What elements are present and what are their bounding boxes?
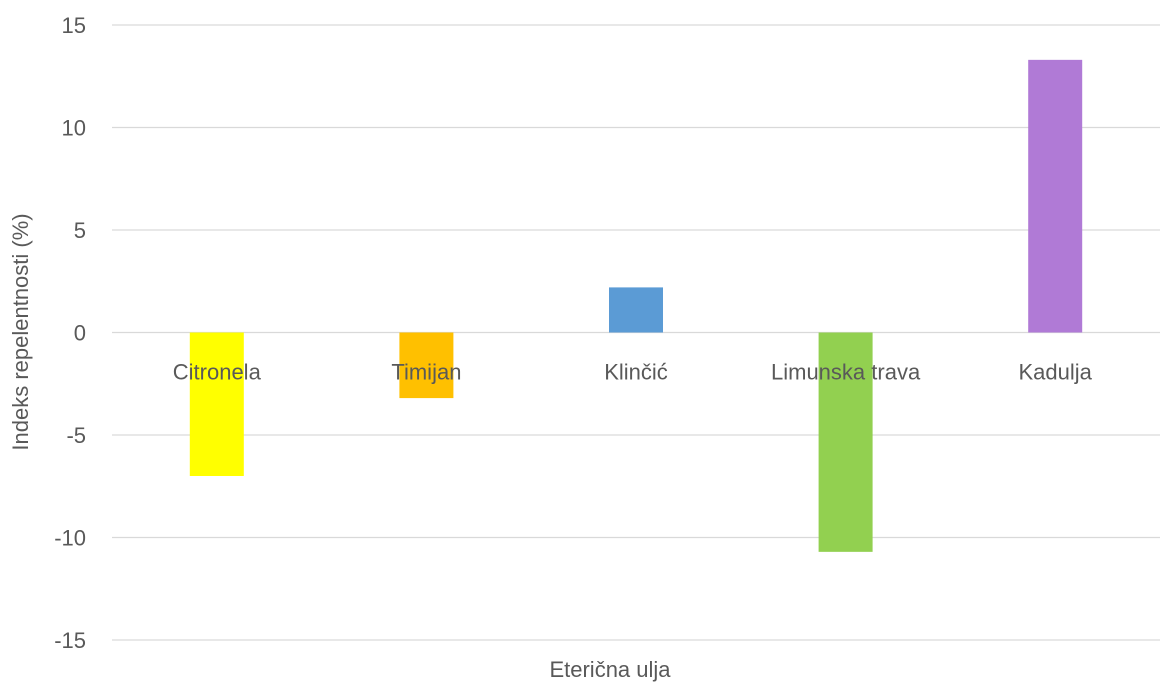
x-category-label: Timijan — [391, 360, 461, 385]
x-category-label: Limunska trava — [771, 360, 921, 385]
y-tick-label: 5 — [74, 218, 86, 243]
y-tick-label: -5 — [66, 423, 86, 448]
y-axis-title: Indeks repelentnosti (%) — [8, 213, 33, 450]
gridlines — [112, 24, 1160, 641]
y-tick-label: -15 — [54, 628, 86, 653]
y-tick-label: 10 — [62, 116, 86, 141]
y-tick-label: 0 — [74, 321, 86, 346]
x-axis-category-labels: Citronela Timijan Klinčić Limunska trava Kad… — [173, 360, 1093, 385]
bar-5 — [1028, 59, 1083, 333]
x-axis-title: Eterična ulja — [549, 657, 671, 682]
x-category-label: Kadulja — [1019, 360, 1093, 385]
bar-3 — [609, 287, 663, 333]
y-axis-tick-labels: 15 10 5 0 -5 -10 -15 — [54, 13, 86, 653]
bar-1 — [189, 332, 244, 476]
bar-2 — [399, 332, 454, 399]
x-category-label: Citronela — [173, 360, 262, 385]
x-category-label: Klinčić — [604, 360, 668, 385]
y-tick-label: -10 — [54, 526, 86, 551]
bars — [189, 59, 1083, 552]
y-tick-label: 15 — [62, 13, 86, 38]
bar-4 — [818, 332, 873, 552]
